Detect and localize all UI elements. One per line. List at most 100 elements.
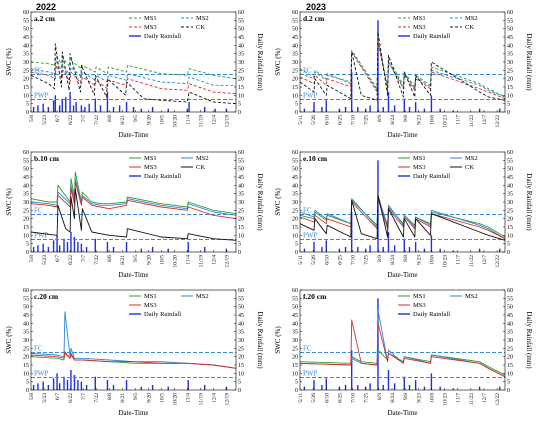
y-tick-label: 60 bbox=[292, 150, 298, 156]
rainfall-bar bbox=[56, 235, 58, 252]
y-tick-label: 40 bbox=[292, 183, 298, 189]
y-tick-label-right: 5 bbox=[507, 380, 510, 386]
rainfall-bar bbox=[377, 20, 379, 112]
rainfall-bar bbox=[204, 385, 206, 390]
x-tick-label: 12/19 bbox=[224, 115, 230, 128]
series-line-ms3 bbox=[30, 351, 237, 369]
rainfall-bar bbox=[452, 250, 455, 252]
rainfall-bar bbox=[430, 235, 433, 252]
series-line-ms1 bbox=[299, 38, 506, 98]
x-tick-label: 5/8 bbox=[29, 393, 35, 400]
rainfall-bar bbox=[73, 237, 76, 252]
rainfall-bar bbox=[167, 386, 169, 390]
x-tick-label: 5/23 bbox=[42, 393, 48, 403]
x-tick-label: 6/22 bbox=[68, 393, 74, 403]
y-tick-label-right: 30 bbox=[238, 200, 244, 206]
fc-label: FC bbox=[34, 207, 43, 215]
rainfall-bar bbox=[66, 380, 69, 390]
x-tick-label: 6/25 bbox=[337, 115, 343, 125]
y-tick-label: 55 bbox=[292, 18, 298, 24]
x-tick-label: 8/6 bbox=[107, 255, 113, 262]
x-tick-label: 11/7 bbox=[456, 115, 462, 125]
y-tick-label: 40 bbox=[23, 321, 29, 327]
rainfall-bar bbox=[452, 110, 455, 112]
y-tick-label-right: 20 bbox=[238, 217, 244, 223]
rainfall-bar bbox=[214, 108, 216, 112]
rainfall-bar bbox=[499, 386, 501, 390]
legend-label: MS1 bbox=[144, 155, 157, 162]
y-tick-label-right: 45 bbox=[507, 313, 513, 319]
y-tick-label: 30 bbox=[23, 338, 29, 344]
x-tick-label: 6/7 bbox=[55, 255, 61, 262]
x-axis-title: Date-Time bbox=[118, 271, 148, 279]
series-line-ck bbox=[299, 194, 506, 241]
legend-label: CK bbox=[196, 24, 205, 31]
fc-label: FC bbox=[303, 67, 312, 75]
y-tick-label-right: 30 bbox=[507, 338, 513, 344]
rainfall-bars bbox=[303, 160, 501, 252]
x-tick-label: 7/7 bbox=[81, 393, 87, 400]
y-tick-label: 15 bbox=[292, 85, 298, 91]
y-tick-label-right: 35 bbox=[507, 192, 513, 198]
rainfall-bar bbox=[42, 381, 44, 390]
series-line-ck bbox=[30, 43, 237, 105]
y-tick-label-right: 20 bbox=[238, 355, 244, 361]
rainfall-bar bbox=[313, 242, 315, 252]
rainfall-bar bbox=[47, 247, 50, 252]
y-tick-label-right: 25 bbox=[507, 208, 513, 214]
y-tick-label: 30 bbox=[292, 200, 298, 206]
x-tick-label: 12/22 bbox=[495, 115, 501, 128]
rainfall-bar bbox=[42, 103, 44, 112]
x-tick-label: 5/26 bbox=[311, 115, 317, 125]
rainfall-bar bbox=[387, 92, 390, 112]
y-tick-label: 10 bbox=[23, 371, 29, 377]
y-tick-label: 5 bbox=[295, 380, 298, 386]
rainfall-bar bbox=[393, 245, 396, 252]
rainfall-bar bbox=[357, 107, 359, 112]
y-axis-title-right: Daily Rainfall (mm) bbox=[256, 311, 264, 369]
rainfall-bar bbox=[69, 92, 71, 112]
y-tick-label-right: 5 bbox=[238, 380, 241, 386]
y-tick-label: 55 bbox=[23, 158, 29, 164]
y-tick-label-right: 15 bbox=[238, 363, 244, 369]
y-tick-label-right: 0 bbox=[238, 250, 241, 256]
rainfall-bar bbox=[344, 385, 347, 390]
y-tick-label: 5 bbox=[26, 242, 29, 248]
legend-label: MS1 bbox=[144, 15, 157, 22]
rainfall-bar bbox=[37, 245, 39, 252]
y-tick-label-right: 50 bbox=[238, 167, 244, 173]
y-tick-label: 60 bbox=[23, 150, 29, 156]
rainfall-bar bbox=[52, 240, 55, 252]
legend-label: CK bbox=[465, 24, 474, 31]
y-tick-label-right: 45 bbox=[507, 175, 513, 181]
rainfall-bar bbox=[73, 375, 76, 390]
y-tick-label: 20 bbox=[292, 77, 298, 83]
legend-label: MS2 bbox=[196, 155, 209, 162]
y-tick-label: 35 bbox=[292, 52, 298, 58]
legend: MS1 MS2 MS3 CK Daily Rainfall bbox=[129, 155, 209, 180]
series-line-ck bbox=[299, 31, 506, 101]
x-tick-label: 12/7 bbox=[482, 255, 488, 265]
y-tick-label-right: 60 bbox=[238, 288, 244, 294]
y-tick-label-right: 15 bbox=[238, 225, 244, 231]
x-tick-label: 9/23 bbox=[416, 393, 422, 403]
x-tick-label: 9/8 bbox=[403, 393, 409, 400]
x-tick-label: 7/22 bbox=[94, 393, 100, 403]
rainfall-bar bbox=[70, 232, 72, 252]
y-tick-label: 30 bbox=[292, 60, 298, 66]
x-tick-label: 10/23 bbox=[443, 115, 449, 128]
y-tick-label-right: 25 bbox=[238, 346, 244, 352]
x-tick-label: 6/10 bbox=[324, 255, 330, 265]
rainfall-bar bbox=[88, 103, 90, 112]
rainfall-bar bbox=[58, 105, 61, 112]
y-axis-title: SWC (%) bbox=[5, 326, 13, 354]
y-tick-label: 60 bbox=[292, 10, 298, 16]
plot-frame bbox=[299, 11, 506, 113]
y-tick-label-right: 0 bbox=[507, 388, 510, 394]
x-tick-label: 11/7 bbox=[456, 393, 462, 403]
y-tick-label: 55 bbox=[23, 18, 29, 24]
y-tick-label-right: 55 bbox=[507, 18, 513, 24]
y-tick-label-right: 50 bbox=[507, 167, 513, 173]
x-tick-label: 8/21 bbox=[120, 393, 126, 403]
legend-label: MS1 bbox=[413, 155, 426, 162]
